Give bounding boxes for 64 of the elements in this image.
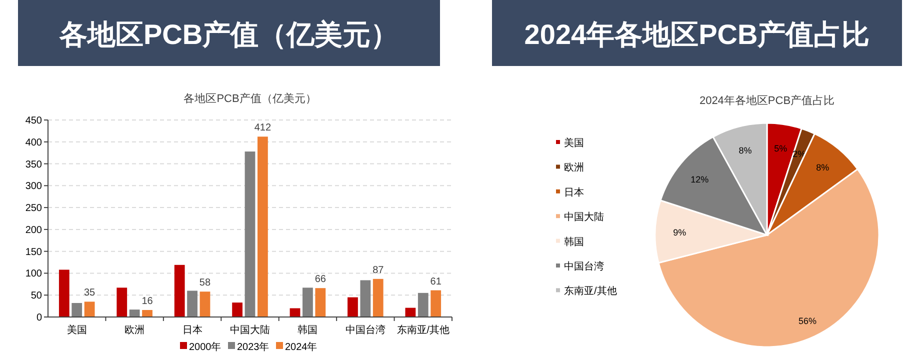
y-tick-label: 200 — [25, 224, 42, 236]
data-label: 412 — [254, 122, 272, 134]
bar — [315, 288, 326, 317]
legend-label: 2024年 — [285, 341, 318, 353]
bar — [129, 310, 140, 317]
x-tick-label: 中国台湾 — [345, 324, 386, 336]
data-label: 8% — [816, 162, 830, 173]
bar — [200, 292, 210, 317]
bar — [372, 278, 384, 317]
data-label: 9% — [673, 227, 686, 238]
chart-subtitle: 各地区PCB产值（亿美元） — [184, 92, 316, 105]
y-tick-label: 400 — [25, 137, 42, 148]
data-label: 87 — [372, 264, 384, 276]
bar — [360, 280, 371, 317]
y-tick-label: 250 — [25, 203, 42, 214]
legend-label: 韩国 — [564, 236, 584, 248]
bar — [232, 302, 242, 317]
x-tick-label: 欧洲 — [124, 324, 145, 336]
y-tick-label: 150 — [25, 246, 42, 258]
y-tick-label: 300 — [25, 181, 42, 192]
x-tick-label: 日本 — [182, 324, 202, 336]
bar — [84, 302, 95, 317]
legend-label: 欧洲 — [564, 162, 584, 174]
bar — [302, 288, 313, 317]
data-label: 61 — [430, 276, 442, 288]
legend-label: 日本 — [564, 186, 584, 198]
data-label: 12% — [690, 174, 709, 184]
data-label: 58 — [199, 278, 211, 289]
x-tick-label: 韩国 — [298, 324, 318, 336]
legend-label: 中国台湾 — [564, 260, 604, 272]
data-label: 66 — [314, 274, 326, 286]
bar — [244, 152, 256, 317]
bar — [430, 290, 442, 317]
legend-label: 中国大陆 — [564, 211, 604, 224]
y-tick-label: 50 — [30, 290, 42, 302]
bar — [187, 290, 198, 317]
bar — [290, 308, 300, 317]
y-tick-label: 100 — [25, 268, 42, 280]
bar — [258, 136, 268, 317]
data-label: 16 — [142, 296, 154, 307]
bar — [174, 264, 185, 317]
chart-title: 2024年各地区PCB产值占比 — [524, 19, 870, 50]
legend-label: 美国 — [564, 137, 584, 149]
data-label: 8% — [738, 145, 752, 156]
data-label: 56% — [798, 316, 817, 326]
bar — [116, 288, 128, 317]
bar — [142, 310, 152, 317]
chart-title: 各地区PCB产值（亿美元） — [58, 19, 399, 50]
y-tick-label: 0 — [36, 312, 42, 324]
chart-subtitle: 2024年各地区PCB产值占比 — [699, 94, 835, 107]
bar — [72, 302, 82, 317]
y-tick-label: 350 — [25, 159, 42, 170]
x-tick-label: 中国大陆 — [230, 324, 270, 336]
data-label: 5% — [774, 144, 788, 154]
bar — [58, 270, 70, 317]
x-tick-label: 美国 — [66, 324, 87, 336]
bar — [348, 297, 358, 317]
y-tick-label: 450 — [25, 116, 42, 126]
data-label: 35 — [84, 288, 96, 299]
legend-label: 2023年 — [237, 341, 270, 353]
x-tick-label: 东南亚/其他 — [396, 324, 450, 336]
legend-label: 东南亚/其他 — [564, 285, 617, 298]
legend-label: 2000年 — [189, 341, 222, 353]
bar — [418, 292, 428, 317]
